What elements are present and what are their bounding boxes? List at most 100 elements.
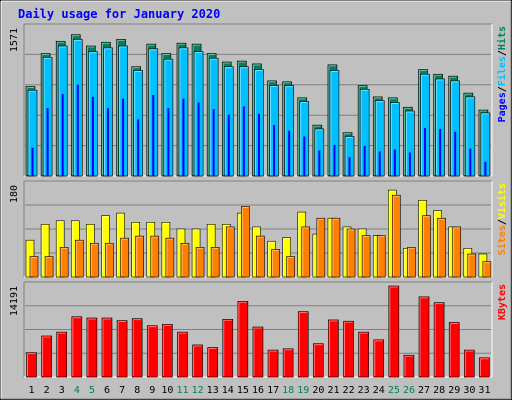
sites-bar-day-5-body bbox=[90, 242, 99, 278]
kbytes-bar-day-30 bbox=[464, 349, 475, 378]
sites-bar-day-9-body bbox=[150, 235, 160, 278]
x-tick-label-day-23: 23 bbox=[358, 385, 370, 396]
kbytes-bar-day-4 bbox=[71, 316, 83, 378]
sites-bar-day-3 bbox=[59, 247, 69, 278]
pages-bar-day-20 bbox=[318, 150, 321, 176]
sites-bar-day-18 bbox=[286, 256, 295, 278]
sites-bar-day-6 bbox=[105, 242, 114, 278]
sites-bar-day-16-body bbox=[256, 235, 265, 278]
kbytes-bar-day-3 bbox=[56, 331, 67, 378]
sites-bar-day-1-body bbox=[29, 256, 39, 278]
right-legend-label: Sites/Visits bbox=[496, 183, 508, 255]
sites-bar-day-29 bbox=[452, 226, 462, 278]
kbytes-bar-day-5-body bbox=[86, 317, 98, 378]
kbytes-bar-day-16 bbox=[252, 326, 264, 378]
kbytes-bar-day-17 bbox=[267, 349, 279, 378]
y-axis-max-label: 180 bbox=[9, 185, 20, 203]
pages-bar-day-24 bbox=[378, 151, 381, 176]
kbytes-bar-day-12-body bbox=[192, 344, 203, 378]
sites-bar-day-5 bbox=[90, 242, 99, 278]
kbytes-bar-day-8-body bbox=[131, 318, 143, 378]
sites-bar-day-18-body bbox=[286, 256, 295, 278]
x-tick-label-day-24: 24 bbox=[373, 385, 385, 396]
kbytes-bar-day-14-body bbox=[222, 318, 234, 378]
sites-bar-day-19 bbox=[301, 226, 311, 278]
sites-bar-day-19-body bbox=[301, 226, 311, 278]
kbytes-bar-day-9 bbox=[146, 325, 158, 378]
x-tick-label-day-11: 11 bbox=[176, 385, 188, 396]
pages-bar-day-6 bbox=[106, 108, 109, 176]
sites-bar-day-9 bbox=[150, 235, 160, 278]
sites-bar-day-2-body bbox=[44, 256, 54, 278]
x-tick-label-day-29: 29 bbox=[448, 385, 460, 396]
legend-files: Files bbox=[496, 56, 508, 86]
pages-bar-day-1 bbox=[31, 147, 34, 176]
chart-title: Daily usage for January 2020 bbox=[18, 7, 220, 21]
kbytes-bar-day-18 bbox=[282, 348, 294, 378]
pages-bar-day-26 bbox=[408, 152, 411, 176]
sites-bar-day-15 bbox=[241, 206, 250, 278]
sites-bar-day-20-body bbox=[316, 217, 326, 278]
sites-bar-day-29-body bbox=[452, 226, 462, 278]
sites-bar-day-24 bbox=[376, 235, 386, 278]
sites-bar-day-24-body bbox=[376, 235, 386, 278]
kbytes-bar-day-6 bbox=[101, 317, 113, 378]
x-tick-label-day-27: 27 bbox=[418, 385, 430, 396]
panel-2: 180 Sites/Visits bbox=[9, 180, 508, 278]
sites-bar-day-14-body bbox=[225, 226, 235, 278]
kbytes-bar-day-6-body bbox=[101, 317, 113, 378]
sites-bar-day-31 bbox=[482, 261, 492, 278]
pages-bar-day-2 bbox=[46, 108, 49, 176]
pages-bar-day-7 bbox=[122, 98, 125, 176]
kbytes-bar-day-21-body bbox=[328, 319, 339, 378]
x-tick-label-day-28: 28 bbox=[433, 385, 445, 396]
legend-sites: Sites bbox=[496, 225, 508, 255]
legend-separator: / bbox=[497, 219, 508, 225]
right-legend-label: KBytes bbox=[497, 284, 508, 320]
x-tick-label-day-8: 8 bbox=[134, 385, 140, 396]
sites-bar-day-6-body bbox=[105, 242, 114, 278]
x-tick-label-day-31: 31 bbox=[478, 385, 490, 396]
sites-bar-day-27-body bbox=[422, 215, 431, 278]
pages-bar-day-4 bbox=[76, 84, 79, 176]
panel-3: 14191 KBytes bbox=[9, 281, 508, 378]
sites-bar-day-2 bbox=[44, 256, 54, 278]
pages-bar-day-22 bbox=[348, 157, 351, 176]
kbytes-bar-day-15 bbox=[237, 301, 249, 378]
sites-bar-day-25-body bbox=[392, 194, 401, 278]
pages-bar-day-5 bbox=[91, 96, 94, 176]
sites-bar-day-31-body bbox=[482, 261, 492, 278]
sites-bar-day-20 bbox=[316, 217, 326, 278]
legend-separator: / bbox=[497, 86, 508, 92]
sites-bar-day-30 bbox=[467, 253, 477, 278]
pages-bar-day-27 bbox=[424, 127, 427, 176]
kbytes-bar-day-26 bbox=[403, 354, 415, 378]
sites-bar-day-30-body bbox=[467, 253, 477, 278]
kbytes-bar-day-21 bbox=[328, 319, 339, 378]
pages-bar-day-17 bbox=[273, 125, 276, 176]
kbytes-bar-day-26-body bbox=[403, 354, 415, 378]
sites-bar-day-10 bbox=[165, 237, 175, 278]
kbytes-bar-day-27-body bbox=[418, 296, 430, 378]
kbytes-bar-day-31-body bbox=[479, 357, 490, 378]
kbytes-bar-day-1-body bbox=[26, 352, 37, 378]
sites-bar-day-12-body bbox=[195, 247, 205, 278]
kbytes-bar-day-19 bbox=[297, 311, 309, 378]
kbytes-bar-day-8 bbox=[131, 318, 143, 378]
kbytes-bar-day-25-body bbox=[388, 285, 400, 378]
pages-bar-day-19 bbox=[303, 136, 306, 176]
pages-bar-day-30 bbox=[469, 148, 472, 176]
kbytes-bar-day-24-body bbox=[373, 339, 385, 378]
pages-bar-day-15 bbox=[242, 106, 245, 176]
sites-bar-day-14 bbox=[225, 226, 235, 278]
pages-bar-day-10 bbox=[167, 108, 170, 176]
sites-bar-day-3-body bbox=[59, 247, 69, 278]
sites-bar-day-25 bbox=[392, 194, 401, 278]
kbytes-bar-day-10 bbox=[162, 324, 173, 378]
x-tick-label-day-12: 12 bbox=[192, 385, 204, 396]
x-tick-label-day-16: 16 bbox=[252, 385, 264, 396]
x-tick-label-day-17: 17 bbox=[267, 385, 279, 396]
sites-bar-day-1 bbox=[29, 256, 39, 278]
kbytes-bar-day-24 bbox=[373, 339, 385, 378]
